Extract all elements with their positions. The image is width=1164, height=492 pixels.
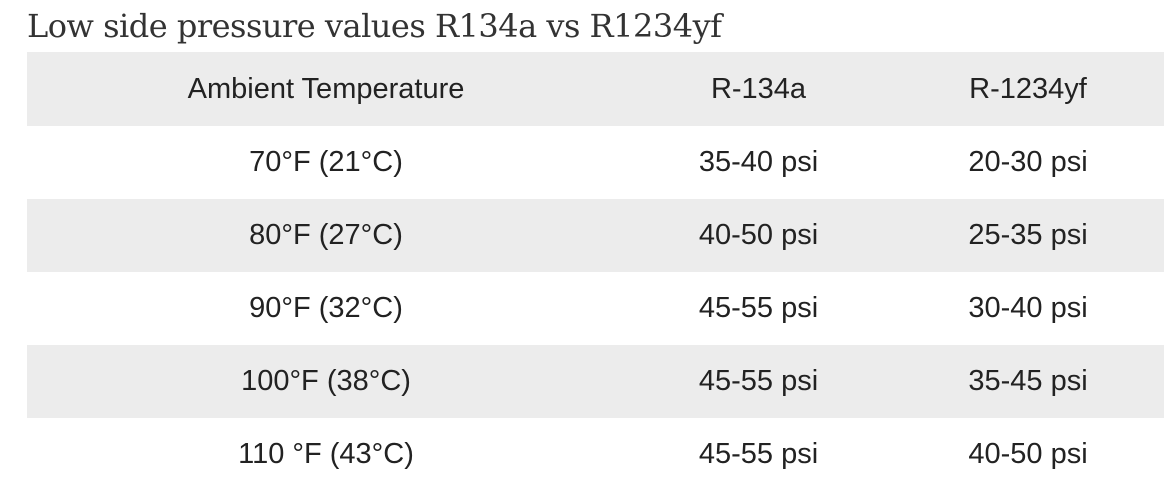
table-header-row: Ambient Temperature R-134a R-1234yf — [27, 52, 1164, 126]
pressure-table: Ambient Temperature R-134a R-1234yf 70°F… — [27, 52, 1164, 491]
column-header-ambient-temperature: Ambient Temperature — [27, 52, 625, 126]
ambient-temperature-cell: 70°F (21°C) — [249, 146, 403, 178]
r134a-pressure-cell: 45-55 psi — [698, 292, 819, 324]
column-header-r1234yf: R-1234yf — [892, 52, 1164, 126]
r1234yf-pressure-cell: 25-35 psi — [892, 199, 1164, 272]
ambient-temperature-cell: 110 °F (43°C) — [238, 438, 414, 470]
r1234yf-pressure-cell: 30-40 psi — [968, 292, 1088, 324]
table-heading: Low side pressure values R134a vs R1234y… — [27, 7, 722, 45]
r134a-pressure-cell: 45-55 psi — [625, 345, 892, 418]
r134a-pressure-cell: 45-55 psi — [698, 438, 819, 470]
r1234yf-pressure-cell: 40-50 psi — [968, 438, 1088, 470]
r1234yf-pressure-cell: 20-30 psi — [968, 146, 1088, 178]
r134a-pressure-cell: 35-40 psi — [698, 146, 819, 178]
column-header-r134a: R-134a — [625, 52, 892, 126]
table-row: 90°F (32°C) 45-55 psi 30-40 psi — [27, 272, 1164, 345]
table-row: 70°F (21°C) 35-40 psi 20-30 psi — [27, 126, 1164, 199]
ambient-temperature-cell: 80°F (27°C) — [27, 199, 625, 272]
ambient-temperature-cell: 90°F (32°C) — [249, 292, 403, 324]
table-row: 100°F (38°C) 45-55 psi 35-45 psi — [27, 345, 1164, 418]
r1234yf-pressure-cell: 35-45 psi — [892, 345, 1164, 418]
table-row: 110 °F (43°C) 45-55 psi 40-50 psi — [27, 418, 1164, 491]
r134a-pressure-cell: 40-50 psi — [625, 199, 892, 272]
ambient-temperature-cell: 100°F (38°C) — [27, 345, 625, 418]
table-row: 80°F (27°C) 40-50 psi 25-35 psi — [27, 199, 1164, 272]
